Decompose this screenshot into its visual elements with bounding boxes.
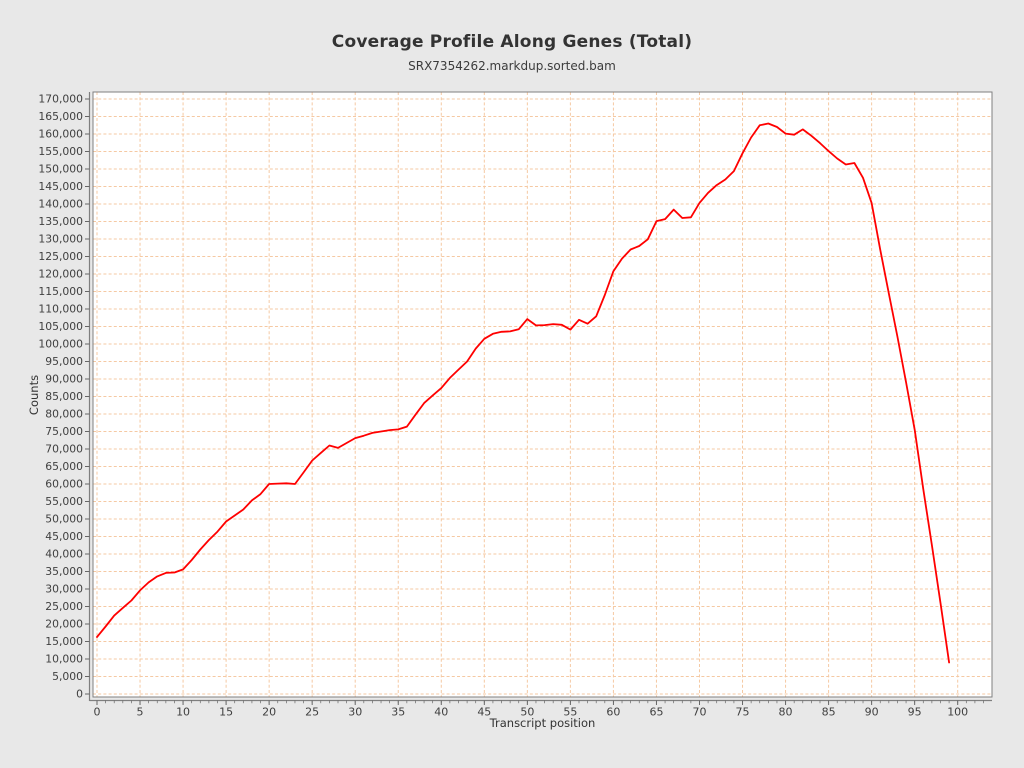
- y-tick-label: 45,000: [45, 530, 83, 543]
- x-tick-label: 0: [94, 706, 101, 719]
- chart-title: Coverage Profile Along Genes (Total): [331, 32, 693, 52]
- x-tick-label: 80: [779, 706, 793, 719]
- x-tick-label: 30: [348, 706, 362, 719]
- x-tick-label: 70: [692, 706, 706, 719]
- x-tick-label: 100: [947, 706, 968, 719]
- y-tick-label: 65,000: [45, 460, 83, 473]
- y-tick-label: 160,000: [38, 128, 83, 141]
- y-tick-label: 0: [76, 688, 83, 701]
- x-tick-label: 60: [606, 706, 620, 719]
- y-tick-label: 20,000: [45, 618, 83, 631]
- y-tick-label: 165,000: [38, 110, 83, 123]
- y-tick-label: 25,000: [45, 600, 83, 613]
- y-tick-label: 95,000: [45, 355, 83, 368]
- y-tick-label: 155,000: [38, 145, 83, 158]
- x-tick-label: 45: [477, 706, 491, 719]
- y-tick-label: 30,000: [45, 583, 83, 596]
- y-tick-label: 60,000: [45, 478, 83, 491]
- x-tick-label: 40: [434, 706, 448, 719]
- y-tick-label: 100,000: [38, 338, 83, 351]
- y-tick-label: 125,000: [38, 250, 83, 263]
- y-tick-label: 120,000: [38, 268, 83, 281]
- y-tick-label: 140,000: [38, 198, 83, 211]
- y-tick-label: 135,000: [38, 215, 83, 228]
- coverage-line-series: [96, 122, 950, 664]
- y-tick-label: 145,000: [38, 180, 83, 193]
- chart-subtitle: SRX7354262.markdup.sorted.bam: [408, 59, 616, 73]
- plot-area: [93, 92, 992, 697]
- y-tick-label: 10,000: [45, 653, 83, 666]
- y-tick-label: 110,000: [38, 303, 83, 316]
- y-tick-label: 75,000: [45, 425, 83, 438]
- x-tick-label: 85: [822, 706, 836, 719]
- y-tick-label: 70,000: [45, 443, 83, 456]
- y-tick-label: 170,000: [38, 93, 83, 106]
- y-tick-label: 35,000: [45, 565, 83, 578]
- y-tick-label: 115,000: [38, 285, 83, 298]
- y-tick-label: 85,000: [45, 390, 83, 403]
- y-axis-title: Counts: [27, 374, 41, 416]
- y-tick-label: 90,000: [45, 373, 83, 386]
- y-tick-label: 80,000: [45, 408, 83, 421]
- x-tick-label: 50: [520, 706, 534, 719]
- x-tick-label: 65: [649, 706, 663, 719]
- x-tick-label: 90: [865, 706, 879, 719]
- x-tick-label: 35: [391, 706, 405, 719]
- y-tick-label: 40,000: [45, 548, 83, 561]
- y-tick-label: 50,000: [45, 513, 83, 526]
- x-tick-label: 25: [305, 706, 319, 719]
- y-tick-label: 105,000: [38, 320, 83, 333]
- plot-border: [92, 91, 993, 698]
- x-tick-label: 5: [137, 706, 144, 719]
- y-tick-label: 5,000: [52, 670, 83, 683]
- x-tick-label: 95: [908, 706, 922, 719]
- x-tick-label: 10: [176, 706, 190, 719]
- x-tick-label: 15: [219, 706, 233, 719]
- x-axis-title: Transcript position: [489, 716, 596, 730]
- x-tick-label: 55: [563, 706, 577, 719]
- y-tick-label: 150,000: [38, 163, 83, 176]
- y-tick-label: 130,000: [38, 233, 83, 246]
- y-tick-label: 15,000: [45, 635, 83, 648]
- x-tick-label: 75: [736, 706, 750, 719]
- y-tick-label: 55,000: [45, 495, 83, 508]
- x-tick-label: 20: [262, 706, 276, 719]
